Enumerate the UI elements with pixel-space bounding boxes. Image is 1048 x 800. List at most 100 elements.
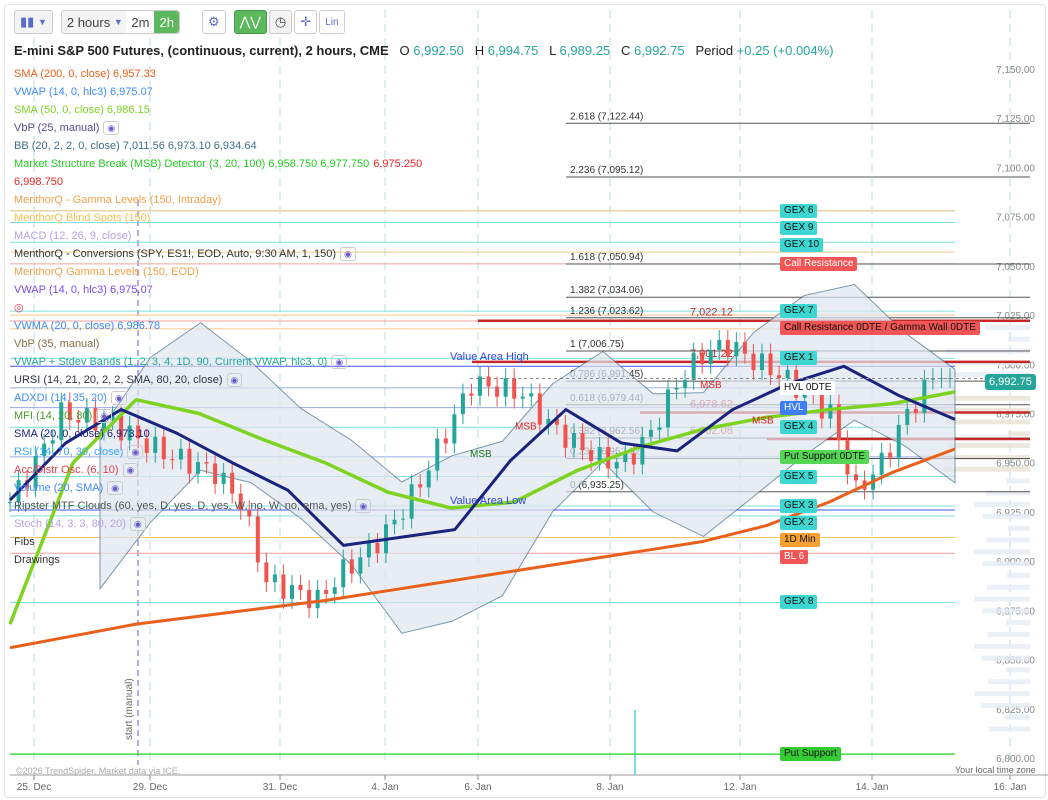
legend-item[interactable]: SMA (20, 0, close) 6,973.10 [14, 425, 444, 443]
eye-icon[interactable]: ◉ [96, 409, 113, 423]
y-tick-label: 7,050.00 [996, 262, 1035, 273]
legend-item[interactable]: ADXDI (14, 35, 20) ◉ [14, 389, 444, 407]
crosshair-button[interactable]: ✛ [294, 10, 318, 34]
value-area-high: Value Area High [450, 351, 529, 363]
legend-item[interactable]: Fibs [14, 533, 444, 551]
session-start-label: start (manual) [124, 678, 135, 740]
candle-body [691, 352, 696, 380]
legend-item[interactable]: MenthorQ Gamma Levels (150, EOD) [14, 263, 444, 281]
legend-item[interactable]: MenthorQ - Gamma Levels (150, Intraday) [14, 191, 444, 209]
legend-label: ◎ [14, 302, 24, 314]
candle-body [119, 415, 124, 441]
fib-label: 1.618 (7,050.94) [570, 252, 643, 263]
gamma-level-label: GEX 3 [780, 499, 818, 514]
eye-icon[interactable]: ◉ [122, 463, 139, 477]
legend-label: VWAP (14, 0, hlc3) 6,975.07 [14, 86, 153, 98]
candle-body [102, 420, 106, 431]
period-change: +0.25 (+0.004%) [736, 43, 834, 58]
legend-label: VbP (25, manual) [14, 122, 100, 134]
legend-item[interactable]: Volume (20, SMA) ◉ [14, 479, 444, 497]
scale-lin-button[interactable]: Lin [319, 10, 345, 34]
candle-body [213, 463, 218, 485]
legend-item[interactable]: Ripster MTF Clouds (60, yes, D, yes, D, … [14, 497, 444, 515]
candle-body [281, 574, 286, 599]
candle-body [734, 342, 739, 357]
interval-2h-button[interactable]: 2h [154, 11, 179, 33]
pattern-button[interactable]: ⋀⋁ [233, 10, 267, 34]
chevron-down-icon: ▼ [113, 17, 123, 27]
candle-body [307, 590, 312, 609]
volume-profile-bar [948, 443, 1030, 449]
legend-label: VWAP + Stdev Bands (1, 2, 3, 4, 1D, 90, … [14, 356, 328, 368]
legend-item[interactable]: SMA (50, 0, close) 6,986.15 [14, 101, 444, 119]
legend-item[interactable]: MenthorQ Blind Spots (150) [14, 209, 444, 227]
eye-icon[interactable]: ◉ [110, 391, 127, 405]
volume-profile-bar [985, 490, 1030, 496]
instrument-title: E-mini S&P 500 Futures, (continuous, cur… [14, 43, 389, 58]
gamma-level-label: HVL [780, 400, 808, 415]
candle-body [512, 378, 517, 399]
legend-label: MFI (14, 20, 80) [14, 410, 93, 422]
candle-body [486, 376, 491, 387]
legend-item[interactable]: ◎ [14, 299, 444, 317]
candle-body [768, 353, 773, 376]
legend-item[interactable]: Drawings [14, 551, 444, 569]
high-value: 6,994.75 [487, 43, 539, 58]
legend-item[interactable]: VbP (35, manual) [14, 335, 444, 353]
eye-icon[interactable]: ◉ [340, 247, 356, 261]
legend-item[interactable]: Stoch (14, 3, 3, 80, 20) ◉ [14, 515, 444, 533]
settings-button[interactable]: ⚙ [201, 10, 226, 34]
candle-body [375, 542, 380, 554]
legend-item[interactable]: RSI (14, 70, 30, close) ◉ [14, 443, 444, 461]
x-tick-label: 31. Dec [263, 782, 297, 793]
candle-body [700, 352, 705, 365]
interval-2m-button[interactable]: 2m [126, 11, 155, 33]
y-tick-label: 6,825.00 [996, 705, 1035, 716]
candle-body [589, 450, 594, 461]
legend-label: Market Structure Break (MSB) Detector (3… [14, 158, 370, 170]
legend-label: Volume (20, SMA) [14, 482, 104, 494]
legend-item[interactable]: VWAP (14, 0, hlc3) 6,975.07 [14, 281, 444, 299]
legend-item[interactable]: VbP (25, manual) ◉ [14, 119, 444, 137]
legend-item[interactable]: MenthorQ - Conversions (SPY, ES1!, EOD, … [14, 245, 444, 263]
clock-button[interactable]: ◷ [268, 10, 293, 34]
legend-item[interactable]: BB (20, 2, 2, 0, close) 7,011.56 6,973.1… [14, 137, 444, 155]
eye-icon[interactable]: ◉ [127, 445, 144, 459]
legend-item[interactable]: Acc/Distr Osc. (6, 10) ◉ [14, 461, 444, 479]
eye-icon[interactable]: ◉ [129, 517, 146, 531]
candle-body [888, 452, 893, 458]
legend-item[interactable]: VWMA (20, 0, close) 6,986.78 [14, 317, 444, 335]
eye-icon[interactable]: ◉ [355, 499, 372, 513]
legend-item[interactable]: SMA (200, 0, close) 6,957.33 [14, 65, 444, 83]
eye-icon[interactable]: ◉ [107, 481, 124, 495]
eye-icon[interactable]: ◉ [331, 355, 348, 369]
volume-profile-bar [974, 643, 1030, 649]
candle-body [418, 484, 423, 488]
legend-item[interactable]: MFI (14, 20, 80) ◉ [14, 407, 444, 425]
eye-icon[interactable]: ◉ [226, 373, 243, 387]
candle-body [366, 542, 371, 558]
crosshair-icon: ✛ [300, 14, 312, 29]
legend-item[interactable]: VWAP (14, 0, hlc3) 6,975.07 [14, 83, 444, 101]
legend-item[interactable]: URSI (14, 21, 20, 2, 2, SMA, 80, 20, clo… [14, 371, 444, 389]
candle-body [298, 584, 303, 591]
candle-body [503, 378, 508, 397]
copyright: ©2026 TrendSpider. Market data via ICE. [16, 766, 181, 776]
interval-select[interactable]: 2 hours ▼ 2m 2h [60, 10, 180, 34]
volume-profile-bar [988, 726, 1030, 732]
gamma-level-label: GEX 7 [780, 304, 818, 319]
legend-item[interactable]: VWAP + Stdev Bands (1, 2, 3, 4, 1D, 90, … [14, 353, 444, 371]
candle-body [324, 589, 329, 594]
y-tick-label: 7,150.00 [996, 65, 1035, 76]
gamma-level-label: GEX 1 [780, 351, 818, 366]
volume-profile-bar [974, 549, 1030, 555]
legend-label: URSI (14, 21, 20, 2, 2, SMA, 80, 20, clo… [14, 374, 223, 386]
chart-type-button[interactable]: ▮▮ ▼ [14, 10, 53, 34]
eye-icon[interactable]: ◉ [103, 121, 120, 135]
candle-body [452, 414, 457, 444]
legend-item[interactable]: Market Structure Break (MSB) Detector (3… [14, 155, 444, 191]
y-tick-label: 6,800.00 [996, 754, 1035, 765]
candle-body [435, 438, 440, 471]
legend-item[interactable]: MACD (12, 26, 9, close) [14, 227, 444, 245]
